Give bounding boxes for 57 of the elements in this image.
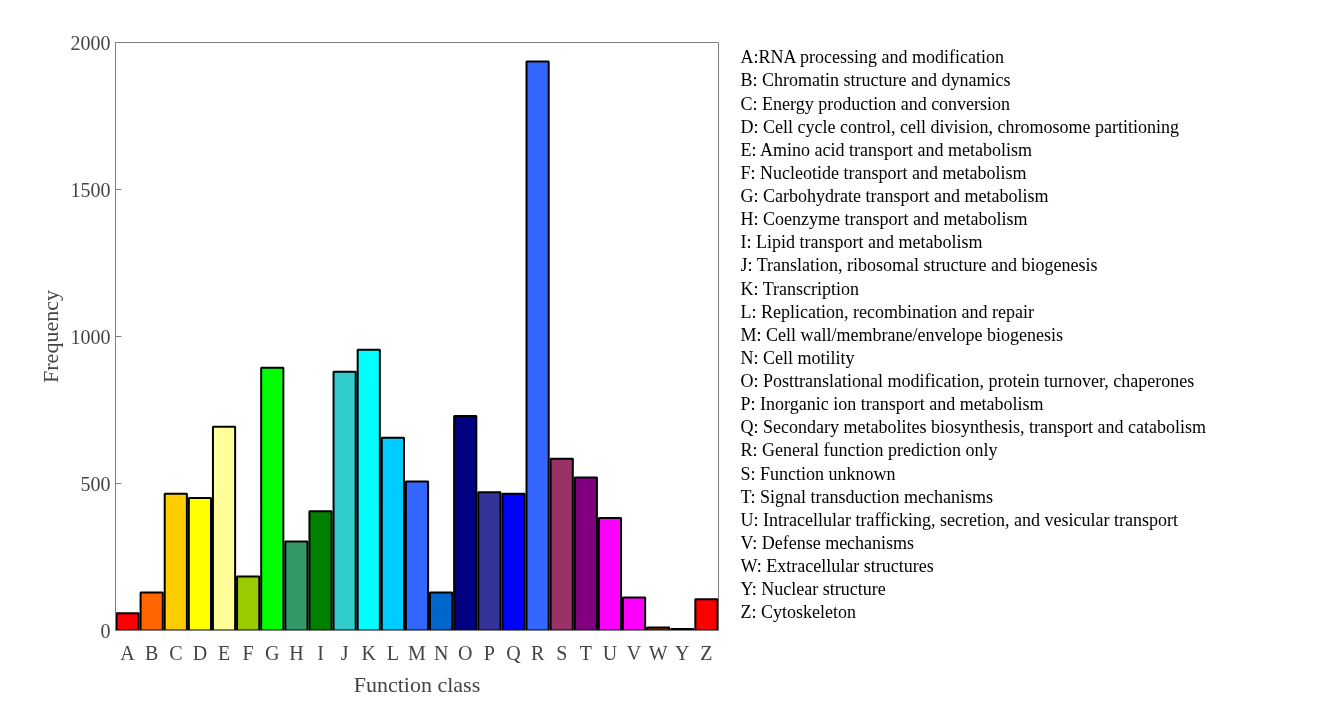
- text: Q: Secondary metabolites biosynthesis, transport and catabolism: [740, 417, 1206, 438]
- x-tick-label: Z: [700, 641, 713, 664]
- x-tick-label: D: [192, 641, 208, 664]
- x-tick-label: Q: [506, 641, 522, 664]
- text: V: Defense mechanisms: [740, 532, 915, 553]
- text: R: General function prediction only: [740, 440, 998, 461]
- text: Z: Cytoskeleton: [740, 602, 856, 623]
- text: B: Chromatin structure and dynamics: [740, 70, 1011, 91]
- text: S: Function unknown: [740, 463, 896, 484]
- text: H: Coenzyme transport and metabolism: [740, 209, 1028, 230]
- text: Y: Nuclear structure: [740, 579, 886, 600]
- y-axis-title: Frequency: [37, 290, 63, 383]
- text: N: Cell motility: [740, 347, 855, 368]
- y-tick-label: 1000: [70, 325, 111, 348]
- text: L: Replication, recombination and repair: [740, 301, 1034, 322]
- text: G: Carbohydrate transport and metabolism: [740, 186, 1049, 207]
- x-tick-label: H: [289, 641, 304, 664]
- text: D: Cell cycle control, cell division, chromosome partitioning: [740, 116, 1179, 137]
- y-tick-label: 1500: [70, 178, 111, 201]
- x-tick-label: I: [317, 641, 324, 664]
- x-tick-label: L: [386, 641, 399, 664]
- text: O: Posttranslational modification, protein turnover, chaperones: [740, 371, 1195, 392]
- x-axis-title: Function class: [353, 671, 481, 697]
- text: U: Intracellular trafficking, secretion, and vesicular transport: [740, 509, 1178, 530]
- text: E: Amino acid transport and metabolism: [740, 139, 1032, 160]
- x-tick-label: P: [483, 641, 495, 664]
- text: M: Cell wall/membrane/envelope biogenesis: [740, 324, 1063, 345]
- x-tick-label: N: [433, 641, 449, 664]
- text: F: Nucleotide transport and metabolism: [740, 162, 1027, 183]
- x-tick-label: G: [265, 641, 280, 664]
- text: J: Translation, ribosomal structure and biogenesis: [740, 255, 1098, 276]
- text: A:RNA processing and modification: [740, 47, 1004, 68]
- x-tick-label: V: [626, 641, 642, 664]
- x-tick-label: J: [340, 641, 349, 664]
- text: C: Energy production and conversion: [740, 93, 1011, 114]
- x-tick-label: Y: [675, 641, 690, 664]
- x-tick-label: R: [530, 641, 545, 664]
- text: P: Inorganic ion transport and metabolism: [740, 394, 1044, 415]
- x-tick-label: T: [579, 641, 592, 664]
- x-tick-label: B: [145, 641, 159, 664]
- x-tick-label: K: [361, 641, 377, 664]
- text: T: Signal transduction mechanisms: [740, 486, 994, 507]
- text: K: Transcription: [740, 278, 860, 299]
- text: W: Extracellular structures: [740, 556, 934, 577]
- y-tick-label: 2000: [70, 31, 111, 54]
- x-tick-label: S: [556, 641, 568, 664]
- x-tick-label: M: [408, 641, 427, 664]
- x-tick-label: F: [242, 641, 254, 664]
- text: I: Lipid transport and metabolism: [740, 232, 983, 253]
- y-tick-label: 500: [80, 472, 111, 495]
- x-tick-label: W: [648, 641, 668, 664]
- x-tick-label: O: [458, 641, 473, 664]
- y-tick-label: 0: [100, 619, 111, 642]
- x-tick-label: U: [602, 641, 618, 664]
- x-tick-label: E: [217, 641, 231, 664]
- x-tick-label: C: [169, 641, 183, 664]
- x-tick-label: A: [120, 641, 136, 664]
